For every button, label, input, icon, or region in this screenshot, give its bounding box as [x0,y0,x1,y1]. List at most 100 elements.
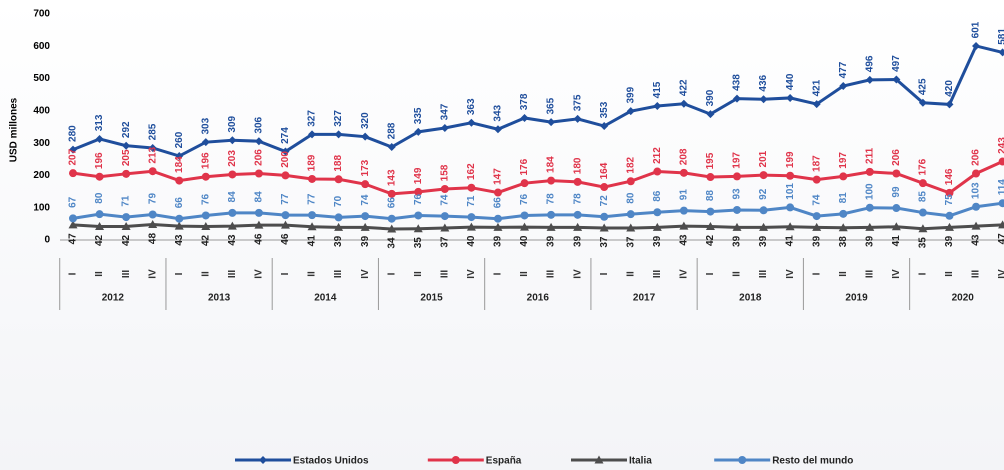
marker [786,203,795,212]
x-tick-label: III [971,270,982,279]
data-label: 306 [254,116,265,133]
marker [254,169,263,178]
data-label: 76 [200,193,211,205]
marker [493,214,502,223]
y-tick-label: 100 [33,202,50,213]
marker [573,210,582,219]
data-label: 173 [360,159,371,176]
marker [308,211,317,220]
data-label: 184 [174,156,185,173]
marker [334,130,343,139]
data-label: 37 [599,236,610,248]
data-label: 303 [200,117,211,134]
x-tick-label: II [519,271,530,277]
marker [892,204,901,213]
marker [733,205,741,214]
x-tick-label: I [705,272,716,275]
data-label: 76 [519,193,530,205]
data-label: 84 [254,191,265,203]
marker [387,143,396,152]
x-tick-label: II [307,271,318,277]
marker [652,222,662,231]
marker [738,456,747,464]
marker [759,95,768,104]
marker [254,220,264,229]
data-label: 147 [493,168,504,185]
marker [440,212,449,221]
marker [812,212,821,221]
marker [95,172,104,181]
data-label: 42 [200,234,211,246]
data-label: 75 [944,194,955,206]
marker [600,122,609,131]
data-label: 39 [493,235,504,247]
marker [838,223,848,232]
data-label: 42 [121,234,132,246]
data-label: 212 [652,147,663,164]
data-label: 378 [519,93,530,110]
marker [839,172,848,181]
marker [653,167,662,176]
marker [865,167,874,176]
marker [520,113,529,122]
data-label: 206 [891,149,902,166]
data-label: 42 [94,234,105,246]
data-label: 213 [147,146,158,163]
marker [812,100,821,109]
data-label: 146 [944,168,955,185]
marker [812,175,821,184]
data-label: 176 [918,158,929,175]
marker [998,48,1004,57]
data-label: 99 [891,186,902,198]
marker [945,188,954,197]
marker [440,223,450,232]
x-tick-label: I [280,272,291,275]
series-line [72,222,1003,231]
data-label: 199 [785,151,796,168]
x-tick-label: III [864,270,875,279]
data-label: 92 [758,188,769,200]
legend-label: España [486,456,522,467]
y-tick-label: 200 [33,170,50,181]
y-tick-label: 500 [33,73,50,84]
data-label: 43 [679,234,690,246]
marker [945,211,954,220]
data-label: 41 [891,235,902,247]
data-label: 182 [625,156,636,173]
marker [228,136,237,145]
data-label: 86 [652,190,663,202]
data-label: 48 [147,233,158,245]
data-label: 496 [864,55,875,72]
data-label: 71 [466,195,477,207]
data-label: 39 [360,235,371,247]
data-label: 425 [918,78,929,95]
data-label: 103 [971,182,982,199]
data-label: 39 [944,235,955,247]
marker [998,157,1004,166]
marker [573,177,582,186]
data-label: 67 [68,196,79,208]
data-label: 39 [811,235,822,247]
data-label: 80 [94,192,105,204]
x-tick-label: III [333,270,344,279]
data-label: 327 [333,110,344,127]
marker [69,214,77,223]
marker [308,174,317,183]
marker [998,199,1004,208]
marker [334,175,343,184]
data-label: 39 [546,235,557,247]
marker [201,221,211,230]
marker [467,183,476,192]
y-tick-label: 0 [44,235,50,246]
y-tick-label: 600 [33,41,50,52]
data-label: 415 [652,81,663,98]
x-tick-label: III [439,270,450,279]
data-label: 320 [360,112,371,129]
marker [653,208,662,217]
data-label: 39 [652,235,663,247]
marker [466,222,476,231]
data-label: 91 [679,189,690,201]
marker [705,221,715,230]
y-tick-label: 700 [33,9,50,20]
data-label: 421 [811,79,822,96]
